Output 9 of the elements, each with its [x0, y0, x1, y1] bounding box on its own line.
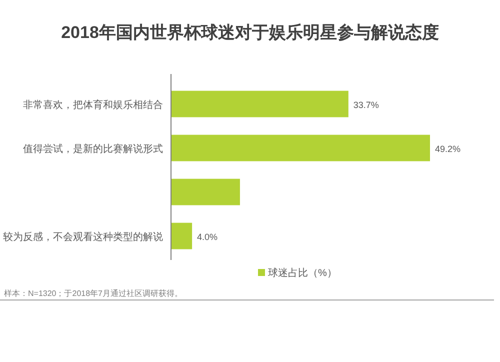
- y-tick-label: 非常喜欢，把体育和娱乐相结合: [23, 99, 163, 111]
- legend-label: 球迷占比（%）: [268, 267, 337, 279]
- chart-title: 2018年国内世界杯球迷对于娱乐明星参与解说态度: [61, 23, 439, 42]
- data-label: 4.0%: [197, 232, 218, 242]
- data-label: 49.2%: [435, 144, 461, 154]
- data-label: 33.7%: [353, 100, 379, 110]
- y-tick-label: 值得尝试，是新的比赛解说形式: [23, 143, 163, 155]
- y-tick-label: 较为反感，不会观看这种类型的解说: [3, 231, 163, 243]
- text: 样本：N=1320；于2018年7月通过社区调研获得。: [4, 289, 182, 298]
